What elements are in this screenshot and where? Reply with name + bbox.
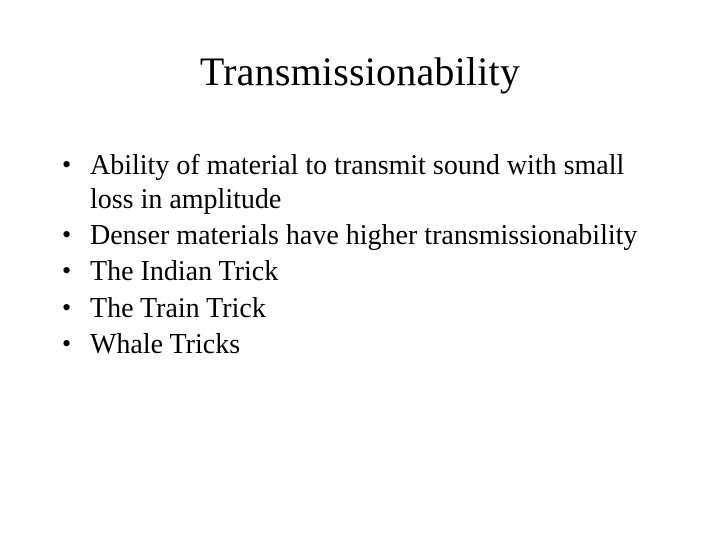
- bullet-item: The Train Trick: [60, 292, 666, 326]
- slide: Transmissionability Ability of material …: [0, 0, 720, 540]
- slide-title: Transmissionability: [54, 48, 666, 95]
- bullet-item: The Indian Trick: [60, 255, 666, 289]
- bullet-item: Denser materials have higher transmissio…: [60, 219, 666, 253]
- bullet-item: Whale Tricks: [60, 328, 666, 362]
- bullet-item: Ability of material to transmit sound wi…: [60, 149, 666, 217]
- bullet-list: Ability of material to transmit sound wi…: [54, 149, 666, 362]
